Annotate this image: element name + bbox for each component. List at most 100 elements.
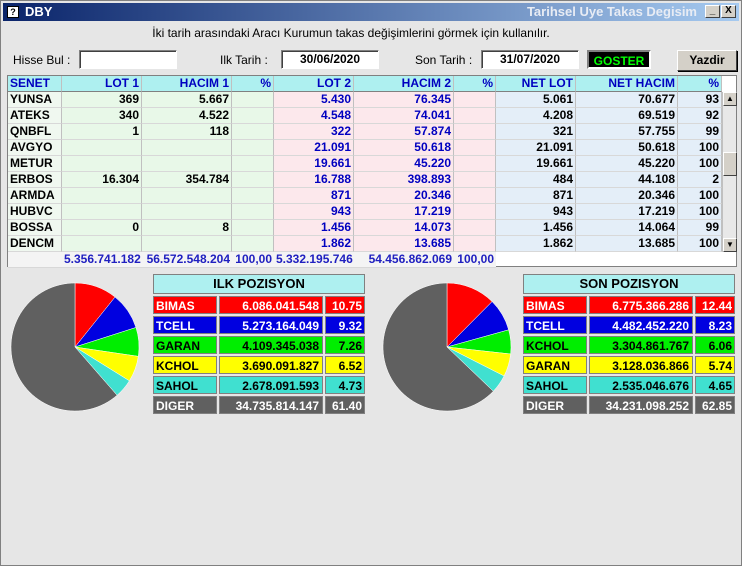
table-row-senet[interactable]: ATEKS xyxy=(8,108,62,124)
table-cell xyxy=(454,188,496,204)
position-row: GARAN 3.128.036.866 5.74 xyxy=(523,356,735,374)
table-cell: 1 xyxy=(62,124,142,140)
header-netlot[interactable]: NET LOT xyxy=(496,76,576,92)
table-cell: 871 xyxy=(274,188,354,204)
header-netpct[interactable]: % xyxy=(678,76,722,92)
table-cell: 13.685 xyxy=(576,236,678,252)
header-hacim2[interactable]: HACIM 2 xyxy=(354,76,454,92)
header-lot1[interactable]: LOT 1 xyxy=(62,76,142,92)
position-value: 6.775.366.286 xyxy=(589,296,693,314)
table-cell: 45.220 xyxy=(354,156,454,172)
table-cell xyxy=(454,236,496,252)
total-cell: 56.572.548.204 xyxy=(142,252,232,268)
table-cell: 16.788 xyxy=(274,172,354,188)
table-cell xyxy=(232,108,274,124)
table-cell: 4.548 xyxy=(274,108,354,124)
son-tarih-input[interactable]: 31/07/2020 xyxy=(481,50,579,69)
window-subtitle: Tarihsel Uye Takas Degisim xyxy=(526,4,697,19)
position-percent: 62.85 xyxy=(695,396,735,414)
position-percent: 6.06 xyxy=(695,336,735,354)
table-row-senet[interactable]: YUNSA xyxy=(8,92,62,108)
position-percent: 4.73 xyxy=(325,376,365,394)
table-cell xyxy=(454,204,496,220)
header-pct1[interactable]: % xyxy=(232,76,274,92)
table-cell: 17.219 xyxy=(576,204,678,220)
table-cell xyxy=(232,188,274,204)
table-row-senet[interactable]: DENCM xyxy=(8,236,62,252)
ilk-pozisyon-title: ILK POZISYON xyxy=(153,274,365,294)
table-cell xyxy=(232,124,274,140)
takas-grid[interactable]: ▲ ▼ SENET LOT 1 HACIM 1% LOT 2 HACIM 2% NET L… xyxy=(7,75,737,268)
scroll-up-icon[interactable]: ▲ xyxy=(723,92,737,106)
yazdir-button[interactable]: Yazdir xyxy=(677,50,737,71)
position-name: DIGER xyxy=(153,396,217,414)
table-cell xyxy=(142,204,232,220)
table-row-senet[interactable]: QNBFL xyxy=(8,124,62,140)
son-pozisyon-title: SON POZISYON xyxy=(523,274,735,294)
table-cell: 5.430 xyxy=(274,92,354,108)
position-name: KCHOL xyxy=(523,336,587,354)
table-cell: 484 xyxy=(496,172,576,188)
grid-vertical-scrollbar[interactable]: ▲ ▼ xyxy=(722,92,737,252)
header-pct2[interactable]: % xyxy=(454,76,496,92)
header-senet[interactable]: SENET xyxy=(8,76,62,92)
position-row: SAHOL 2.535.046.676 4.65 xyxy=(523,376,735,394)
position-row: DIGER 34.735.814.147 61.40 xyxy=(153,396,365,414)
table-cell xyxy=(62,188,142,204)
position-name: BIMAS xyxy=(523,296,587,314)
table-row-senet[interactable]: BOSSA xyxy=(8,220,62,236)
header-nethacim[interactable]: NET HACIM xyxy=(576,76,678,92)
title-bar[interactable]: ? DBY Tarihsel Uye Takas Degisim _ X xyxy=(3,3,739,21)
table-cell: 17.219 xyxy=(354,204,454,220)
table-row-senet[interactable]: AVGYO xyxy=(8,140,62,156)
table-cell: 57.755 xyxy=(576,124,678,140)
table-cell: 1.862 xyxy=(274,236,354,252)
hisse-bul-label: Hisse Bul : xyxy=(13,53,71,67)
table-cell xyxy=(142,236,232,252)
table-cell: 5.667 xyxy=(142,92,232,108)
table-row-senet[interactable]: HUBVC xyxy=(8,204,62,220)
table-cell xyxy=(232,156,274,172)
son-tarih-label: Son Tarih : xyxy=(415,53,473,67)
table-cell: 398.893 xyxy=(354,172,454,188)
minimize-button[interactable]: _ xyxy=(705,5,720,18)
close-button[interactable]: X xyxy=(721,5,736,18)
table-cell xyxy=(232,92,274,108)
position-row: KCHOL 3.304.861.767 6.06 xyxy=(523,336,735,354)
position-percent: 12.44 xyxy=(695,296,735,314)
son-pozisyon-pie-chart xyxy=(382,282,512,412)
total-cell: 5.356.741.182 xyxy=(62,252,142,268)
position-value: 3.304.861.767 xyxy=(589,336,693,354)
table-cell: 322 xyxy=(274,124,354,140)
table-cell: 74.041 xyxy=(354,108,454,124)
table-row-senet[interactable]: ERBOS xyxy=(8,172,62,188)
position-value: 4.109.345.038 xyxy=(219,336,323,354)
position-value: 3.690.091.827 xyxy=(219,356,323,374)
position-percent: 61.40 xyxy=(325,396,365,414)
table-cell: 21.091 xyxy=(496,140,576,156)
table-cell: 70.677 xyxy=(576,92,678,108)
position-value: 2.678.091.593 xyxy=(219,376,323,394)
header-hacim1[interactable]: HACIM 1 xyxy=(142,76,232,92)
hisse-bul-input[interactable] xyxy=(79,50,177,69)
table-cell: 99 xyxy=(678,220,722,236)
ilk-tarih-input[interactable]: 30/06/2020 xyxy=(281,50,379,69)
pie-slice-diger xyxy=(10,282,118,412)
scroll-thumb[interactable] xyxy=(723,152,737,176)
total-cell: 100,00 xyxy=(454,252,496,268)
table-cell xyxy=(454,220,496,236)
position-name: TCELL xyxy=(153,316,217,334)
position-row: DIGER 34.231.098.252 62.85 xyxy=(523,396,735,414)
table-cell: 45.220 xyxy=(576,156,678,172)
scroll-down-icon[interactable]: ▼ xyxy=(723,238,737,252)
table-row-senet[interactable]: ARMDA xyxy=(8,188,62,204)
table-row-senet[interactable]: METUR xyxy=(8,156,62,172)
table-cell: 100 xyxy=(678,204,722,220)
position-percent: 4.65 xyxy=(695,376,735,394)
app-icon: ? xyxy=(7,6,19,18)
header-lot2[interactable]: LOT 2 xyxy=(274,76,354,92)
position-percent: 7.26 xyxy=(325,336,365,354)
total-label-cell xyxy=(8,252,62,268)
goster-button[interactable]: GOSTER xyxy=(587,50,651,69)
position-row: KCHOL 3.690.091.827 6.52 xyxy=(153,356,365,374)
